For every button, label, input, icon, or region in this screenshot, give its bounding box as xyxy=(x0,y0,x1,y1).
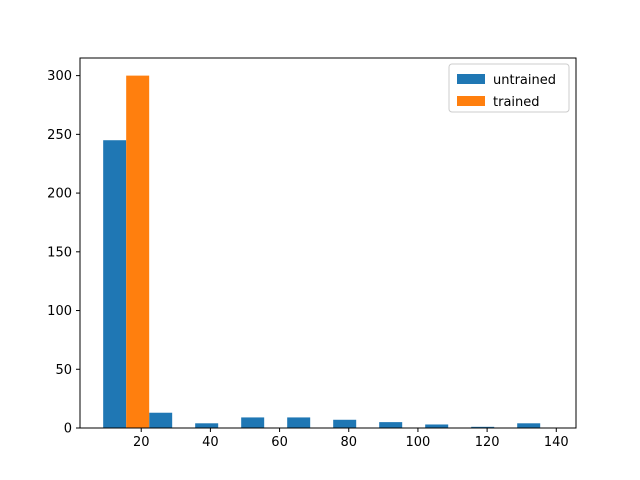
legend: untrained trained xyxy=(448,63,570,113)
bar-untrained-0 xyxy=(103,140,127,428)
plot-frame xyxy=(79,57,577,429)
x-tick-label-140: 140 xyxy=(544,435,569,450)
bar-untrained-5 xyxy=(333,419,357,428)
bars-layer xyxy=(103,75,541,428)
x-tick-label-60: 60 xyxy=(271,435,288,450)
bar-untrained-1 xyxy=(149,412,173,428)
x-axis: 20 40 60 80 100 120 140 xyxy=(133,428,569,450)
legend-swatch-untrained xyxy=(457,74,485,84)
x-tick-label-120: 120 xyxy=(475,435,500,450)
y-tick-label-200: 200 xyxy=(47,187,72,202)
legend-swatch-trained xyxy=(457,96,485,106)
x-tick-label-20: 20 xyxy=(133,435,150,450)
y-axis: 0 50 100 150 200 250 300 xyxy=(47,69,80,437)
x-tick-label-100: 100 xyxy=(406,435,431,450)
y-tick-label-250: 250 xyxy=(47,128,72,143)
bar-trained-0 xyxy=(126,75,150,428)
legend-label-untrained: untrained xyxy=(493,73,556,88)
y-tick-label-0: 0 xyxy=(64,422,72,437)
legend-label-trained: trained xyxy=(493,95,540,110)
bar-untrained-7 xyxy=(425,424,449,428)
bar-untrained-2 xyxy=(195,423,219,428)
bar-untrained-4 xyxy=(287,417,311,428)
bar-untrained-6 xyxy=(379,422,403,428)
x-tick-label-80: 80 xyxy=(340,435,357,450)
x-tick-label-40: 40 xyxy=(202,435,219,450)
y-tick-label-50: 50 xyxy=(55,363,72,378)
y-tick-label-150: 150 xyxy=(47,245,72,260)
y-tick-label-300: 300 xyxy=(47,69,72,84)
bar-untrained-3 xyxy=(241,417,265,428)
y-tick-label-100: 100 xyxy=(47,304,72,319)
bar-untrained-9 xyxy=(517,423,541,428)
bar-untrained-8 xyxy=(471,426,495,428)
